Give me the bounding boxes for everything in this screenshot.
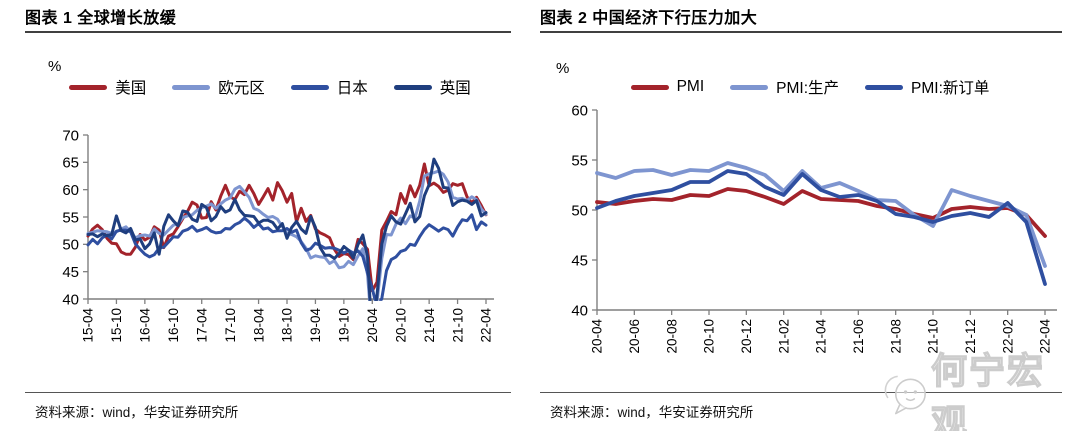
legend-swatch: [865, 84, 904, 90]
legend-label: 英国: [439, 80, 471, 97]
y-tick-label: 50: [62, 237, 79, 254]
y-tick-label: 70: [62, 127, 79, 144]
x-tick-label: 21-10: [450, 308, 465, 343]
x-tick-label: 17-10: [223, 308, 238, 343]
legend-item-日本: 日本: [290, 76, 368, 98]
legend-swatch: [630, 84, 669, 90]
figure-2-source-note: 资料来源：wind，华安证券研究所: [550, 405, 754, 420]
legend-swatch: [393, 84, 432, 90]
legend-label: 日本: [336, 80, 368, 97]
legend-swatch: [172, 84, 211, 90]
legend-swatch: [730, 84, 769, 90]
y-tick-label: 50: [571, 202, 588, 219]
legend-item-美国: 美国: [69, 76, 146, 98]
figure-1-chart: 40 45 50 55 60 65 70 15-04 15-10 16-04 16-10 17-04 1…: [62, 127, 494, 343]
x-tick-label: 21-06: [851, 319, 866, 354]
figure-1-footer-divider: [25, 392, 511, 393]
x-tick-label: 21-04: [422, 308, 437, 343]
figure-1-source-note: 资料来源：wind，华安证券研究所: [35, 405, 239, 420]
y-tick-label: 45: [62, 264, 79, 281]
x-tick-label: 15-10: [109, 308, 124, 343]
x-tick-label: 19-10: [337, 308, 352, 343]
legend-label: PMI:生产: [776, 80, 840, 97]
x-tick-label: 16-04: [138, 308, 153, 343]
x-tick-label: 21-12: [963, 319, 978, 354]
figure-2-chart: 40 45 50 55 60 20-04 20-06 20-08 20-10 20-12 21-02…: [571, 102, 1057, 354]
legend-label: PMI: [676, 78, 705, 95]
x-tick-label: 16-10: [166, 308, 181, 343]
x-tick-label: 20-12: [739, 319, 754, 354]
legend-label: 欧元区: [218, 80, 265, 97]
y-tick-label: 40: [62, 291, 79, 308]
x-tick-label: 15-04: [81, 308, 96, 343]
x-tick-label: 22-04: [479, 308, 494, 343]
x-tick-label: 18-10: [280, 308, 295, 343]
series-line-美国: [86, 162, 488, 293]
x-tick-label: 20-04: [365, 308, 380, 343]
y-tick-label: 65: [62, 155, 79, 172]
y-tick-label: 60: [62, 182, 79, 199]
legend-label: PMI:新订单: [911, 80, 990, 97]
x-tick-label: 22-02: [1000, 319, 1015, 354]
x-tick-label: 21-02: [776, 319, 791, 354]
series-line-日本: [86, 213, 488, 301]
x-tick-label: 17-04: [194, 308, 209, 343]
series-line-PMI:新订单: [595, 169, 1047, 286]
figure-1-title-divider: [25, 31, 511, 33]
x-tick-label: 19-04: [308, 308, 323, 343]
x-tick-label: 21-04: [814, 319, 829, 354]
x-tick-label: 21-08: [888, 319, 903, 354]
figure-2-footer-divider: [540, 392, 1062, 393]
figure-2-y-axis-unit-label: %: [556, 60, 570, 77]
y-tick-label: 55: [571, 152, 588, 169]
y-tick-label: 40: [571, 302, 588, 319]
legend-item-PMI:生产: PMI:生产: [730, 76, 839, 98]
figure-1-title: 图表 1 全球增长放缓: [25, 10, 177, 27]
legend-swatch: [69, 84, 108, 90]
y-tick-label: 55: [62, 209, 79, 226]
x-tick-label: 18-04: [251, 308, 266, 343]
legend-item-PMI: PMI: [630, 78, 705, 96]
figure-2-title: 图表 2 中国经济下行压力加大: [540, 10, 758, 27]
x-tick-label: 20-04: [590, 319, 605, 354]
x-tick-label: 20-08: [664, 319, 679, 354]
y-tick-label: 45: [571, 252, 588, 269]
figure-2-panel: 图表 2 中国经济下行压力加大 % PMI PMI:生产 PMI:新订单 40 45 5…: [540, 0, 1080, 431]
series-line-PMI: [595, 187, 1047, 238]
legend-item-英国: 英国: [393, 76, 471, 98]
figure-2-legend: PMI PMI:生产 PMI:新订单: [540, 76, 1080, 98]
series-line-英国: [86, 157, 488, 301]
figure-1-y-axis-unit-label: %: [48, 58, 62, 75]
x-tick-label: 20-10: [393, 308, 408, 343]
legend-swatch: [290, 84, 329, 90]
figure-1-legend: 美国 欧元区 日本 英国: [0, 76, 540, 98]
legend-item-欧元区: 欧元区: [172, 76, 265, 98]
legend-item-PMI:新订单: PMI:新订单: [865, 76, 989, 98]
x-tick-label: 20-10: [702, 319, 717, 354]
x-tick-label: 20-06: [627, 319, 642, 354]
x-tick-label: 21-10: [926, 319, 941, 354]
x-tick-label: 22-04: [1038, 319, 1053, 354]
legend-label: 美国: [115, 80, 147, 97]
figure-2-title-divider: [540, 31, 1062, 33]
figure-1-panel: 图表 1 全球增长放缓 % 美国 欧元区 日本 英国 40 45 50 55 60 65 70 15…: [0, 10, 540, 420]
y-tick-label: 60: [571, 102, 588, 119]
